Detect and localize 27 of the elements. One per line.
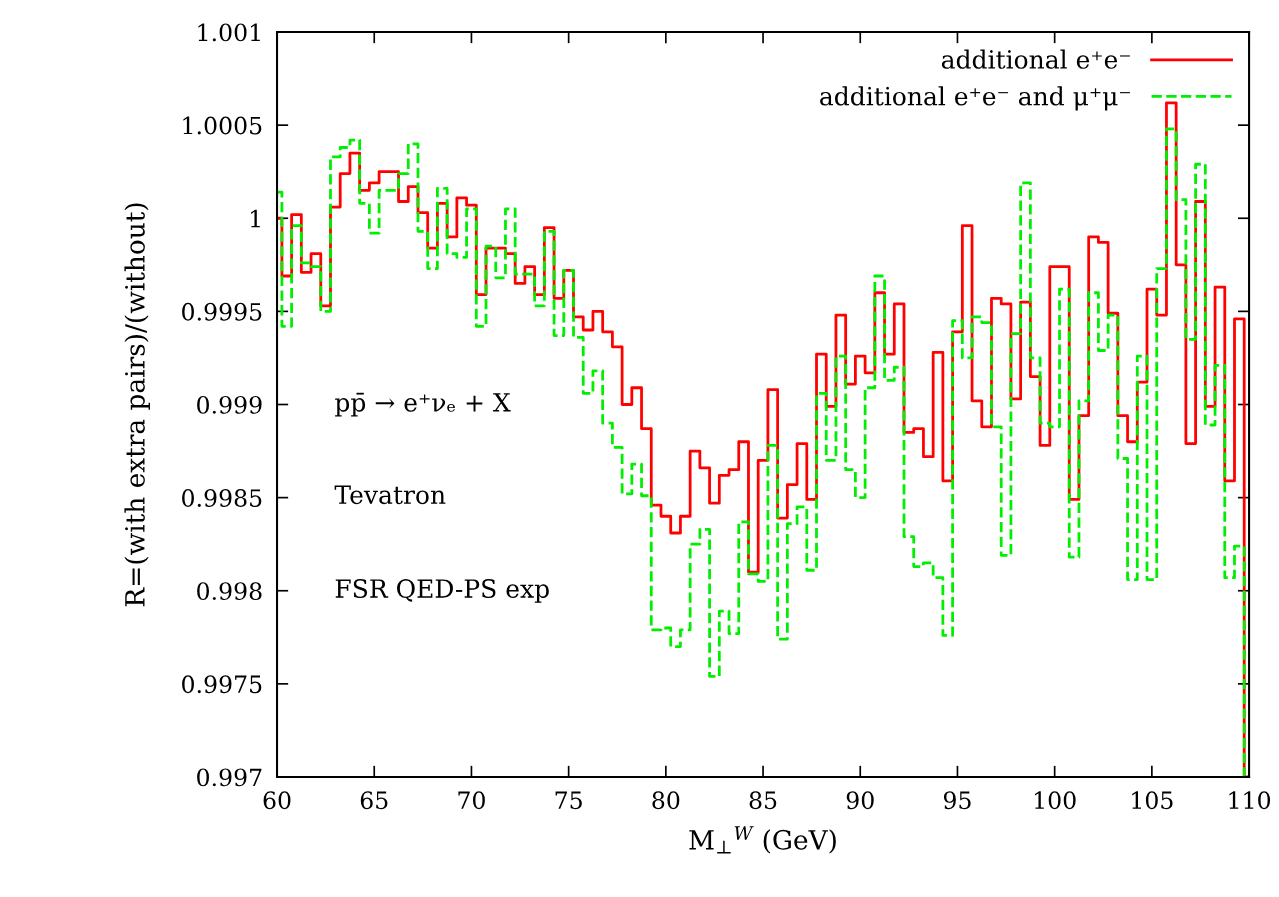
annotation: Tevatron (334, 485, 446, 505)
x-tick-label: 105 (1132, 791, 1173, 810)
x-tick-label: 85 (749, 791, 777, 810)
x-tick-label: 80 (652, 791, 680, 810)
y-tick-label: 0.998 (197, 582, 262, 601)
y-tick-label: 0.9985 (182, 489, 262, 507)
x-tick-label: 110 (1229, 791, 1271, 810)
y-tick-label: 0.9975 (182, 675, 262, 694)
legend-label: additional e⁺e⁻ (941, 49, 1130, 69)
x-axis-title: M$_{⊥}$$^{W}$ (GeV) (689, 826, 836, 854)
x-tick-label: 75 (555, 791, 582, 810)
y-tick-label: 0.999 (197, 395, 262, 414)
y-tick-label: 1.0005 (183, 116, 262, 135)
x-tick-label: 60 (263, 791, 291, 810)
x-tick-label: 90 (846, 791, 874, 810)
y-tick-label: 0.9995 (182, 302, 262, 321)
x-tick-label: 95 (943, 791, 971, 810)
y-tick-label: 0.997 (197, 768, 262, 787)
annotation: pp̄ → e⁺νₑ + X (335, 392, 511, 417)
legend-label: additional e⁺e⁻ and μ⁺μ⁻ (820, 86, 1130, 111)
y-tick-label: 1 (251, 209, 260, 228)
y-tick-label: 1.001 (198, 23, 260, 42)
x-tick-label: 100 (1035, 791, 1076, 810)
annotation: FSR QED-PS exp (335, 579, 549, 603)
x-tick-label: 70 (458, 791, 485, 810)
y-axis-title: R=(with extra pairs)/(without) (124, 203, 150, 607)
x-tick-label: 65 (360, 791, 388, 810)
